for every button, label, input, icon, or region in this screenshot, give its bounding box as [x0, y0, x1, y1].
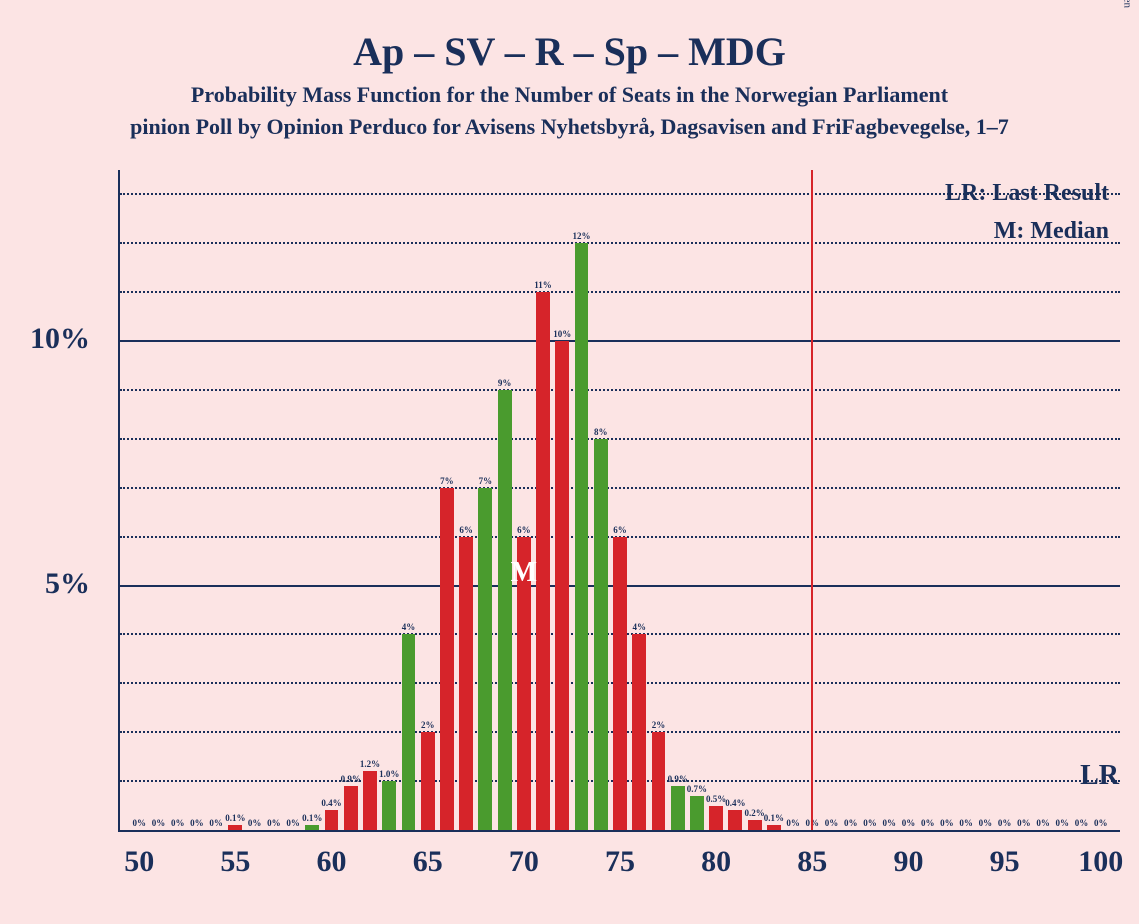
x-tick-label: 60 [302, 845, 362, 879]
bar-label: 0.9% [337, 774, 365, 784]
y-axis [118, 170, 120, 830]
bar-seat-60 [325, 810, 339, 830]
bar-seat-63 [382, 781, 396, 830]
bar-label: 1.2% [356, 759, 384, 769]
gridline-minor [120, 193, 1120, 195]
bar-seat-74 [594, 439, 608, 830]
bar-seat-80 [709, 806, 723, 830]
lr-vertical-line [811, 170, 813, 830]
bar-label: 0.1% [298, 813, 326, 823]
bar-seat-67 [459, 537, 473, 830]
bar-seat-62 [363, 771, 377, 830]
x-tick-label: 85 [782, 845, 842, 879]
gridline-minor [120, 438, 1120, 440]
bar-label: 0.4% [318, 798, 346, 808]
bar-label: 0.9% [664, 774, 692, 784]
bar-seat-72 [555, 341, 569, 830]
bar-label: 7% [471, 476, 499, 486]
bar-label: 6% [606, 525, 634, 535]
bar-label: 8% [587, 427, 615, 437]
x-tick-label: 65 [398, 845, 458, 879]
x-tick-label: 80 [686, 845, 746, 879]
chart-title: Ap – SV – R – Sp – MDG [0, 28, 1139, 75]
x-tick-label: 75 [590, 845, 650, 879]
bar-seat-64 [402, 634, 416, 830]
gridline-minor [120, 291, 1120, 293]
bar-label: 9% [491, 378, 519, 388]
bar-label: 0.4% [721, 798, 749, 808]
gridline-minor [120, 389, 1120, 391]
bar-label: 0.7% [683, 784, 711, 794]
bar-label: 2% [644, 720, 672, 730]
x-tick-label: 70 [494, 845, 554, 879]
bar-label: 0% [1087, 818, 1115, 828]
x-tick-label: 100 [1071, 845, 1131, 879]
bar-seat-66 [440, 488, 454, 830]
bar-seat-68 [478, 488, 492, 830]
x-tick-label: 55 [205, 845, 265, 879]
legend-median: M: Median [994, 218, 1109, 245]
bar-label: 1.0% [375, 769, 403, 779]
bar-label: 4% [394, 622, 422, 632]
x-tick-label: 50 [109, 845, 169, 879]
bar-label: 6% [510, 525, 538, 535]
bar-label: 6% [452, 525, 480, 535]
bar-seat-75 [613, 537, 627, 830]
gridline-minor [120, 242, 1120, 244]
bar-seat-61 [344, 786, 358, 830]
y-tick-label: 5% [0, 567, 90, 601]
lr-axis-label: LR [1080, 760, 1119, 792]
bar-label: 7% [433, 476, 461, 486]
x-tick-label: 95 [975, 845, 1035, 879]
chart-subtitle-2: pinion Poll by Opinion Perduco for Avise… [0, 114, 1139, 140]
bar-seat-73 [575, 243, 589, 830]
y-tick-label: 10% [0, 322, 90, 356]
chart-subtitle-1: Probability Mass Function for the Number… [0, 82, 1139, 108]
bar-label: 10% [548, 329, 576, 339]
bar-label: 4% [625, 622, 653, 632]
x-axis [118, 830, 1120, 832]
x-tick-label: 90 [878, 845, 938, 879]
bar-label: 11% [529, 280, 557, 290]
bar-seat-69 [498, 390, 512, 830]
gridline-major [120, 340, 1120, 342]
chart-root: Ap – SV – R – Sp – MDG Probability Mass … [0, 0, 1139, 924]
median-marker: M [504, 557, 544, 589]
gridline-minor [120, 487, 1120, 489]
bar-seat-65 [421, 732, 435, 830]
bar-seat-76 [632, 634, 646, 830]
copyright-text: © 2024 Filip van Laenen [1121, 0, 1133, 8]
bar-label: 12% [568, 231, 596, 241]
bar-label: 2% [414, 720, 442, 730]
